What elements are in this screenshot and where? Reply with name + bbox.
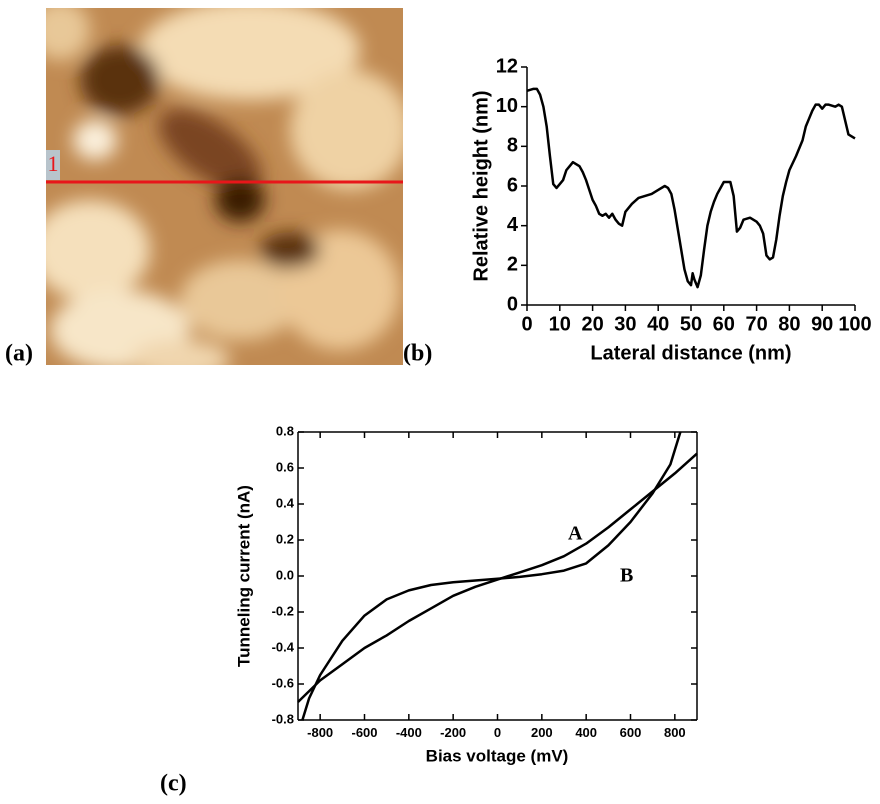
- x-tick-label: 30: [614, 313, 636, 335]
- data-line: [301, 431, 682, 721]
- x-tick-label: 600: [620, 725, 642, 740]
- y-axis-title: Tunneling current (nA): [234, 485, 253, 667]
- x-tick-label: -800: [307, 725, 333, 740]
- x-tick-label: 100: [838, 313, 871, 335]
- y-tick-label: 0.8: [276, 423, 294, 438]
- annotation: A: [568, 523, 583, 545]
- annotation: B: [620, 565, 633, 587]
- x-tick-label: 90: [811, 313, 833, 335]
- x-tick-label: 0: [494, 725, 501, 740]
- x-tick-label: -200: [440, 725, 466, 740]
- y-tick-label: -0.6: [272, 675, 294, 690]
- marker-box: [46, 150, 60, 180]
- y-tick-label: 0: [507, 293, 518, 315]
- data-line: [526, 87, 856, 289]
- y-tick-label: -0.2: [272, 603, 294, 618]
- x-tick-label: 10: [549, 313, 571, 335]
- x-tick-label: 400: [575, 725, 597, 740]
- afm-image: [46, 8, 403, 365]
- y-tick-label: 10: [496, 95, 518, 117]
- y-tick-label: 4: [507, 214, 519, 236]
- x-tick-label: 50: [680, 313, 702, 335]
- x-tick-label: 200: [531, 725, 553, 740]
- x-tick-label: 0: [521, 313, 532, 335]
- x-axis-title: Lateral distance (nm): [590, 342, 791, 364]
- profile-marker: 1: [48, 151, 59, 176]
- x-tick-label: 800: [664, 725, 686, 740]
- y-tick-label: 0.0: [276, 567, 294, 582]
- x-tick-label: 20: [581, 313, 603, 335]
- y-tick-label: 12: [496, 55, 518, 77]
- y-tick-label: 2: [507, 254, 518, 276]
- x-tick-label: 70: [745, 313, 767, 335]
- panel-label: (b): [403, 341, 432, 367]
- y-tick-label: 8: [507, 135, 518, 157]
- y-tick-label: 6: [507, 174, 518, 196]
- y-tick-label: 0.2: [276, 531, 294, 546]
- panel-label: (a): [5, 341, 33, 367]
- x-tick-label: 80: [778, 313, 800, 335]
- x-tick-label: 40: [647, 313, 669, 335]
- x-tick-label: -600: [351, 725, 377, 740]
- x-axis-title: Bias voltage (mV): [426, 746, 569, 765]
- x-tick-label: -400: [396, 725, 422, 740]
- y-tick-label: 0.4: [276, 495, 295, 510]
- y-axis-title: Relative height (nm): [470, 90, 492, 281]
- y-tick-label: 0.6: [276, 459, 294, 474]
- x-tick-label: 60: [713, 313, 735, 335]
- y-tick-label: -0.8: [272, 711, 294, 726]
- y-tick-label: -0.4: [272, 639, 295, 654]
- panel-label: (c): [160, 771, 187, 797]
